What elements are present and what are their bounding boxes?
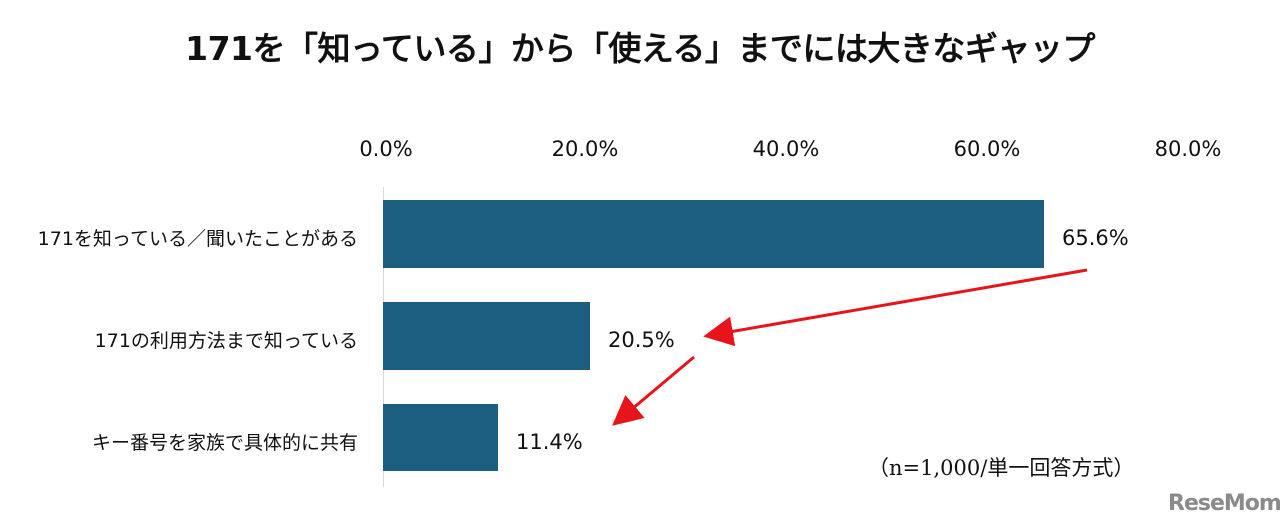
bar-shared-key xyxy=(383,404,498,471)
x-tick-40: 40.0% xyxy=(752,137,820,161)
x-tick-20: 20.0% xyxy=(551,137,619,161)
category-label: 171の利用方法まで知っている xyxy=(94,330,358,352)
value-label: 65.6% xyxy=(1062,226,1129,250)
chart-title: 171を「知っている」から「使える」までには大きなギャップ xyxy=(185,29,1095,68)
sample-note: （n=1,000/単一回答方式） xyxy=(868,456,1135,480)
arrow-icon xyxy=(612,355,695,426)
arrow-icon xyxy=(703,268,1088,347)
x-tick-80: 80.0% xyxy=(1154,137,1222,161)
x-tick-60: 60.0% xyxy=(953,137,1021,161)
bar-know-usage xyxy=(383,302,590,370)
category-label: キー番号を家族で具体的に共有 xyxy=(91,432,358,454)
resemom-logo: ReseMom xyxy=(1168,491,1280,516)
x-tick-0: 0.0% xyxy=(359,137,413,161)
value-label: 11.4% xyxy=(516,430,583,454)
category-label: 171を知っている／聞いたことがある xyxy=(37,228,358,250)
bar-aware xyxy=(383,200,1044,268)
value-label: 20.5% xyxy=(608,328,675,352)
